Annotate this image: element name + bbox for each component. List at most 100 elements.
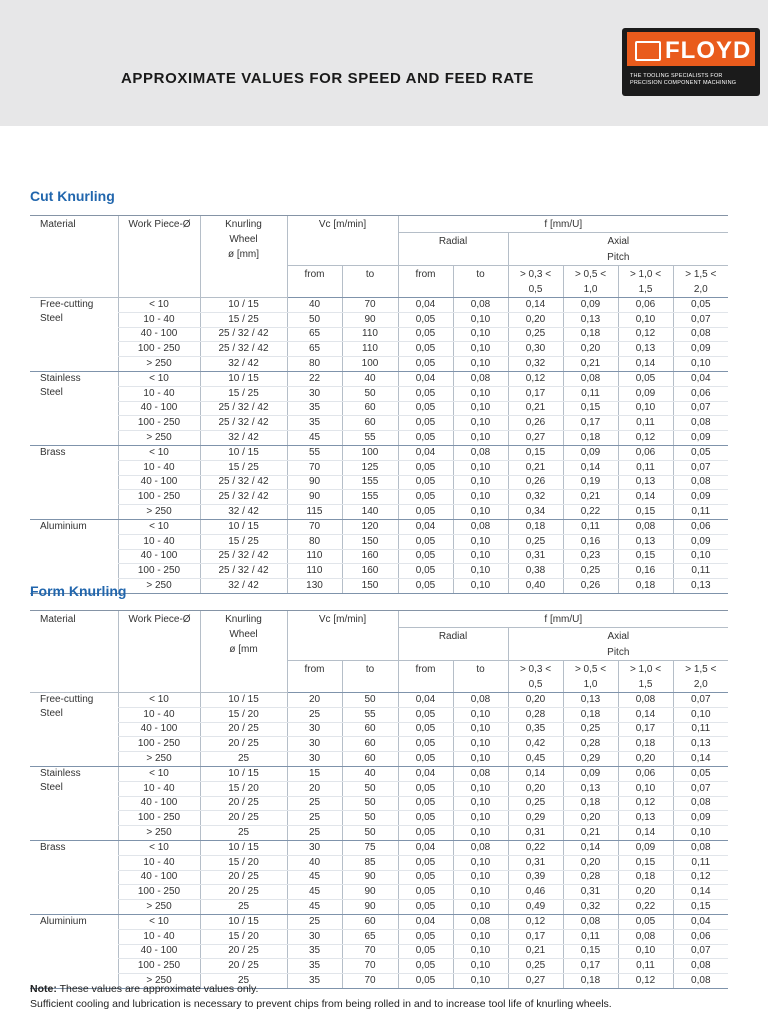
table-cell: 70 <box>341 973 399 989</box>
table-cell: 25 <box>286 825 342 841</box>
table-cell: > 250 <box>117 356 200 372</box>
table-cell: 0,05 <box>397 751 454 767</box>
table-cell: 35 <box>286 415 342 432</box>
table-cell: 0,08 <box>672 475 729 491</box>
table-row: 10 - 40 15 / 25 80 150 0,05 0,10 0,25 0,16 0,13 0… <box>30 534 729 550</box>
table-row: 40 - 100 25 / 32 / 42 90 155 0,05 0,10 0,26 0,1… <box>30 475 729 491</box>
table-cell: 25 <box>286 810 342 827</box>
table-cell: 20 / 25 <box>199 944 287 960</box>
table-cell: 15 / 20 <box>199 855 287 871</box>
logo-tagline: PRECISION COMPONENT MACHINING <box>630 80 737 86</box>
table-cell: 0,34 <box>507 504 564 520</box>
table-cell: 0,21 <box>507 944 564 960</box>
col-header-line: > 1,0 < <box>629 664 662 675</box>
section-heading: Form Knurling <box>30 583 127 599</box>
table-row: > 250 25 30 60 0,05 0,10 0,45 0,29 0,20 0,14 <box>30 751 729 767</box>
table-row: 10 - 40 15 / 25 50 90 0,05 0,10 0,20 0,13 0,10 0,… <box>30 312 729 328</box>
table-cell: 0,05 <box>397 825 454 841</box>
table-head: Material Work Piece-Ø Knurling Wheel ø [mm Vc… <box>30 610 729 693</box>
table-row: Aluminium < 10 10 / 15 25 60 0,04 0,08 0,12 0,08… <box>30 914 729 989</box>
table-cell: 0,16 <box>617 563 674 580</box>
table-cell: 10 - 40 <box>117 534 200 550</box>
table-row: > 250 32 / 42 45 55 0,05 0,10 0,27 0,18 0,12 0,09 <box>30 430 729 446</box>
table-cell: 0,20 <box>507 692 564 708</box>
table-cell: 45 <box>286 430 342 446</box>
table-cell: 0,06 <box>617 766 674 782</box>
table-cell: 0,31 <box>507 825 564 841</box>
table-cell: 25 / 32 / 42 <box>199 401 287 417</box>
table-cell: 160 <box>341 549 399 565</box>
table-cell: 20 / 25 <box>199 870 287 886</box>
table-cell: 0,14 <box>617 356 674 372</box>
table-cell: < 10 <box>117 519 200 535</box>
table-cell: 0,15 <box>562 401 619 417</box>
table-cell: 55 <box>286 445 342 461</box>
table-cell: 0,05 <box>397 549 454 565</box>
table-row: Aluminium < 10 10 / 15 70 120 0,04 0,08 0,18 0,1… <box>30 519 729 594</box>
table-cell: 0,12 <box>617 796 674 812</box>
table-row: 100 - 250 25 / 32 / 42 35 60 0,05 0,10 0,26 0,1… <box>30 415 729 432</box>
table-cell: 0,18 <box>562 430 619 446</box>
material-line: Brass <box>40 446 66 458</box>
table-cell: 0,08 <box>452 766 509 782</box>
table-cell: 100 - 250 <box>117 884 200 901</box>
table-cell: 30 <box>286 736 342 753</box>
table-cell: 0,07 <box>672 401 729 417</box>
table-cell: 22 <box>286 371 342 387</box>
table-cell: 10 - 40 <box>117 707 200 723</box>
table-cell: 0,07 <box>672 460 729 476</box>
table-cell: 15 / 20 <box>199 707 287 723</box>
table-cell: 65 <box>286 341 342 358</box>
table-cell: 10 - 40 <box>117 312 200 328</box>
table-cell: 0,05 <box>397 430 454 446</box>
table-cell: 0,04 <box>672 371 729 387</box>
table-cell: 80 <box>286 534 342 550</box>
table-cell: 25 <box>199 751 287 767</box>
table-row: 100 - 250 25 / 32 / 42 90 155 0,05 0,10 0,32 0,… <box>30 489 729 506</box>
head-row: Radial Axial <box>30 627 729 661</box>
table-cell: 0,06 <box>672 929 729 945</box>
table-cell: < 10 <box>117 766 200 782</box>
table-cell: 30 <box>286 751 342 767</box>
table-cell: 0,05 <box>397 504 454 520</box>
table-cell: < 10 <box>117 445 200 461</box>
table-cell: 0,11 <box>672 722 729 738</box>
table-cell: 10 - 40 <box>117 929 200 945</box>
table-cell: 10 / 15 <box>199 371 287 387</box>
table-cell: 0,17 <box>562 415 619 432</box>
table-cell: 0,25 <box>507 534 564 550</box>
table-cell: 100 - 250 <box>117 810 200 827</box>
material-line: Free-cutting <box>40 299 94 310</box>
note-line: Note: These values are approximate value… <box>30 982 612 997</box>
table-cell: 0,13 <box>617 341 674 358</box>
table-cell: 35 <box>286 958 342 975</box>
table-cell: 0,05 <box>397 736 454 753</box>
table-cell: 0,05 <box>397 781 454 797</box>
col-header: Material <box>30 610 118 693</box>
table-cell: 0,06 <box>672 386 729 402</box>
table-cell: 0,04 <box>672 914 729 930</box>
table-cell: 0,10 <box>452 796 509 812</box>
logo-brand: FLOYD <box>665 37 752 64</box>
table-cell: 15 / 25 <box>199 534 287 550</box>
table-cell: 0,10 <box>452 549 509 565</box>
table-cell: 90 <box>341 870 399 886</box>
table-cell: 75 <box>341 840 399 856</box>
table-cell: 0,10 <box>452 899 509 915</box>
table-cell: 0,07 <box>672 944 729 960</box>
table-cell: 70 <box>341 958 399 975</box>
table-cell: > 250 <box>117 825 200 841</box>
table-row: Free-cutting Steel < 10 10 / 15 40 70 0,04 0,08… <box>30 297 729 372</box>
data-table: Material Work Piece-Ø Knurling Wheel ø [mm Vc… <box>30 610 729 989</box>
table-cell: 60 <box>341 914 399 930</box>
table-cell: 0,10 <box>452 356 509 372</box>
table-cell: 0,29 <box>562 751 619 767</box>
table-cell: 40 - 100 <box>117 944 200 960</box>
table-cell: 45 <box>286 884 342 901</box>
table-cell: 70 <box>341 944 399 960</box>
table-row: > 250 32 / 42 115 140 0,05 0,10 0,34 0,22 0,15 0,… <box>30 504 729 520</box>
table-cell: 0,06 <box>617 297 674 313</box>
table-cell: 0,32 <box>507 489 564 506</box>
table-row: > 250 32 / 42 130 150 0,05 0,10 0,40 0,26 0,18 0,… <box>30 578 729 594</box>
table-cell: 0,05 <box>397 563 454 580</box>
